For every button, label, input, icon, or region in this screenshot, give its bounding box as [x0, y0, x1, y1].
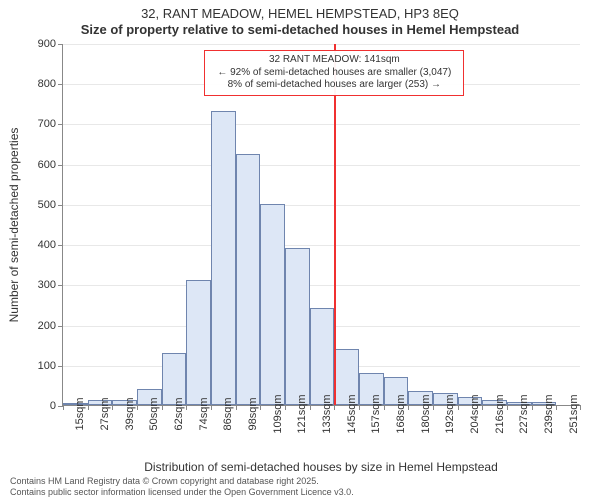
x-tick-mark [236, 405, 237, 410]
x-tick-mark [384, 405, 385, 410]
x-tick-mark [458, 405, 459, 410]
x-tick-label: 145sqm [346, 394, 358, 433]
x-tick-mark [580, 405, 581, 410]
chart-container: 32, RANT MEADOW, HEMEL HEMPSTEAD, HP3 8E… [0, 0, 600, 500]
x-tick-label: 15sqm [74, 397, 86, 430]
histogram-bar [211, 111, 236, 405]
y-tick-mark [58, 205, 63, 206]
histogram-bar [186, 280, 211, 405]
y-tick-label: 100 [22, 360, 56, 372]
gridline [63, 205, 580, 206]
x-tick-mark [482, 405, 483, 410]
x-tick-label: 168sqm [395, 394, 407, 433]
x-axis-label: Distribution of semi-detached houses by … [62, 460, 580, 474]
y-tick-label: 800 [22, 78, 56, 90]
y-tick-mark [58, 44, 63, 45]
x-tick-mark [433, 405, 434, 410]
gridline [63, 124, 580, 125]
y-tick-label: 300 [22, 279, 56, 291]
plot-area: 32 RANT MEADOW: 141sqm← 92% of semi-deta… [62, 44, 580, 406]
x-tick-mark [63, 405, 64, 410]
histogram-bar [260, 204, 285, 405]
histogram-bar [285, 248, 310, 405]
x-tick-label: 39sqm [124, 397, 136, 430]
gridline [63, 44, 580, 45]
y-tick-label: 400 [22, 239, 56, 251]
x-tick-mark [507, 405, 508, 410]
x-tick-label: 204sqm [469, 394, 481, 433]
x-tick-mark [334, 405, 335, 410]
y-tick-label: 0 [22, 400, 56, 412]
y-tick-mark [58, 165, 63, 166]
x-tick-mark [408, 405, 409, 410]
x-tick-mark [310, 405, 311, 410]
footer-line1: Contains HM Land Registry data © Crown c… [10, 476, 590, 487]
x-tick-label: 192sqm [444, 394, 456, 433]
gridline [63, 285, 580, 286]
gridline [63, 165, 580, 166]
x-tick-mark [556, 405, 557, 410]
histogram-bar [236, 154, 261, 405]
x-tick-label: 109sqm [272, 394, 284, 433]
y-tick-label: 900 [22, 38, 56, 50]
x-tick-label: 239sqm [543, 394, 555, 433]
x-tick-mark [88, 405, 89, 410]
x-tick-label: 216sqm [494, 394, 506, 433]
x-tick-mark [359, 405, 360, 410]
y-tick-label: 500 [22, 199, 56, 211]
x-tick-label: 121sqm [296, 394, 308, 433]
footer: Contains HM Land Registry data © Crown c… [10, 476, 590, 498]
x-tick-label: 74sqm [198, 397, 210, 430]
x-tick-label: 62sqm [173, 397, 185, 430]
annotation-smaller: ← 92% of semi-detached houses are smalle… [211, 67, 457, 80]
x-tick-mark [211, 405, 212, 410]
y-tick-mark [58, 285, 63, 286]
y-tick-mark [58, 326, 63, 327]
x-tick-label: 86sqm [222, 397, 234, 430]
gridline [63, 245, 580, 246]
annotation-larger: 8% of semi-detached houses are larger (2… [211, 79, 457, 92]
chart-title-line2: Size of property relative to semi-detach… [0, 22, 600, 37]
x-tick-mark [285, 405, 286, 410]
x-tick-label: 227sqm [518, 394, 530, 433]
y-tick-mark [58, 84, 63, 85]
footer-line2: Contains public sector information licen… [10, 487, 590, 498]
x-tick-mark [162, 405, 163, 410]
histogram-bar [310, 308, 335, 405]
x-tick-mark [137, 405, 138, 410]
x-tick-label: 251sqm [568, 394, 580, 433]
y-tick-mark [58, 124, 63, 125]
x-tick-mark [532, 405, 533, 410]
x-tick-label: 27sqm [99, 397, 111, 430]
marker-line [334, 44, 336, 405]
x-tick-label: 133sqm [321, 394, 333, 433]
x-tick-mark [260, 405, 261, 410]
y-tick-label: 700 [22, 118, 56, 130]
annotation-box: 32 RANT MEADOW: 141sqm← 92% of semi-deta… [204, 50, 464, 96]
x-tick-mark [186, 405, 187, 410]
x-tick-label: 180sqm [420, 394, 432, 433]
annotation-property: 32 RANT MEADOW: 141sqm [211, 54, 457, 67]
chart-title-line1: 32, RANT MEADOW, HEMEL HEMPSTEAD, HP3 8E… [0, 6, 600, 21]
x-tick-label: 50sqm [148, 397, 160, 430]
y-tick-label: 200 [22, 320, 56, 332]
y-axis-label: Number of semi-detached properties [7, 128, 21, 323]
x-tick-mark [112, 405, 113, 410]
y-tick-mark [58, 245, 63, 246]
y-tick-mark [58, 366, 63, 367]
y-tick-label: 600 [22, 159, 56, 171]
x-tick-label: 157sqm [370, 394, 382, 433]
x-tick-label: 98sqm [247, 397, 259, 430]
